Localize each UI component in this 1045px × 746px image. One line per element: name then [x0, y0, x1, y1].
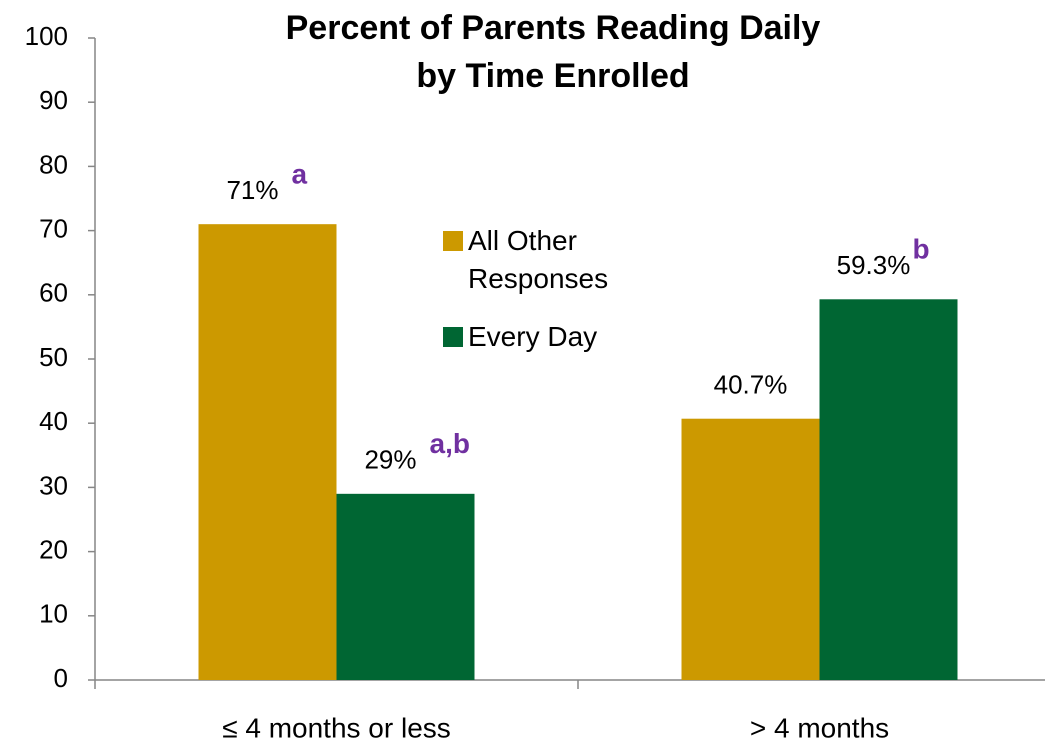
chart-title: by Time Enrolled: [416, 57, 689, 95]
annotation: a,b: [430, 428, 470, 459]
x-tick-label: > 4 months: [750, 712, 889, 743]
chart-title: Percent of Parents Reading Daily: [286, 9, 821, 47]
legend-label: All Other Responses: [468, 225, 609, 294]
y-tick-label: 20: [39, 534, 68, 564]
value-label: 71%: [226, 175, 278, 205]
legend-item: All Other Responses: [443, 222, 643, 298]
y-tick-label: 30: [39, 470, 68, 500]
y-tick-label: 90: [39, 85, 68, 115]
legend: All Other Responses Every Day: [443, 222, 643, 376]
y-tick-label: 80: [39, 149, 68, 179]
y-tick-label: 0: [54, 663, 68, 693]
bar: [819, 299, 958, 680]
y-tick-label: 40: [39, 406, 68, 436]
x-tick-label: ≤ 4 months or less: [222, 712, 451, 743]
value-label: 40.7%: [714, 370, 788, 400]
bar: [198, 224, 337, 680]
value-label: 59.3%: [837, 250, 911, 280]
y-tick-label: 10: [39, 599, 68, 629]
bar: [336, 493, 475, 680]
bar: [681, 418, 820, 680]
legend-item: Every Day: [443, 318, 643, 356]
annotation: a: [292, 159, 308, 190]
value-label: 29%: [364, 445, 416, 475]
legend-label: Every Day: [468, 321, 598, 352]
y-tick-label: 100: [25, 21, 68, 51]
y-tick-label: 60: [39, 278, 68, 308]
y-tick-label: 70: [39, 213, 68, 243]
annotation: b: [913, 234, 930, 265]
legend-swatch: [443, 231, 463, 251]
legend-swatch: [443, 327, 463, 347]
y-tick-label: 50: [39, 342, 68, 372]
